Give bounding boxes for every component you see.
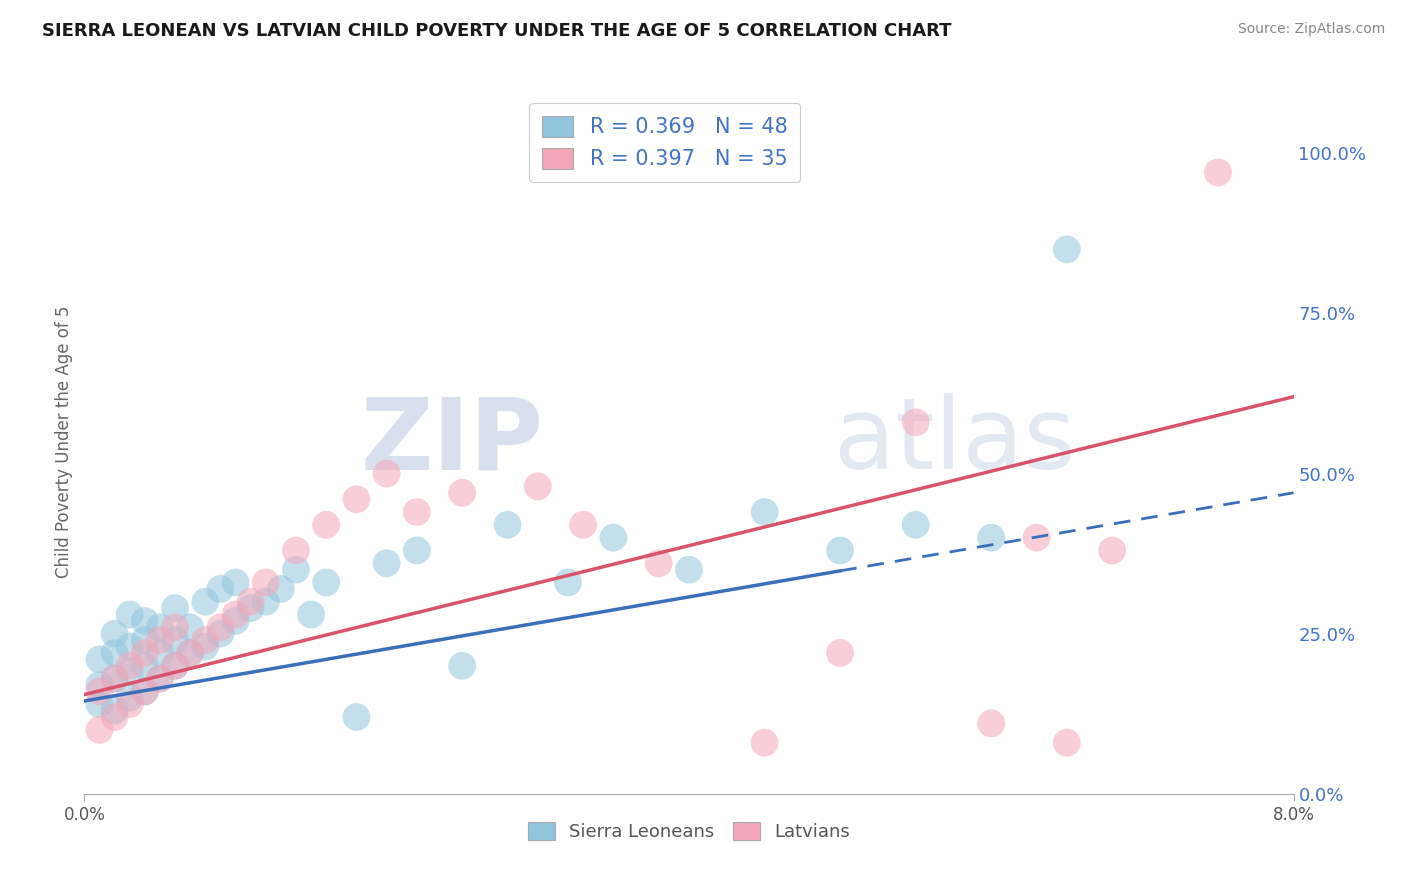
Point (980, 716, 1002, 731)
Point (254, 575, 277, 590)
Legend: Sierra Leoneans, Latvians: Sierra Leoneans, Latvians (520, 814, 858, 848)
Point (118, 690, 141, 705)
Y-axis label: Child Poverty Under the Age of 5: Child Poverty Under the Age of 5 (55, 305, 73, 578)
Point (239, 595, 262, 609)
Point (315, 575, 337, 590)
Point (285, 543, 308, 558)
Point (179, 646, 201, 660)
Point (830, 543, 852, 558)
Point (149, 672, 172, 686)
Point (375, 556, 398, 570)
Point (346, 710, 368, 724)
Text: atlas: atlas (834, 393, 1076, 490)
Point (89, 684, 111, 698)
Point (118, 640, 141, 654)
Point (194, 633, 217, 648)
Point (270, 582, 292, 596)
Point (678, 563, 700, 577)
Point (406, 543, 429, 558)
Point (209, 626, 232, 640)
Point (89, 723, 111, 737)
Point (406, 505, 429, 519)
Point (104, 704, 127, 718)
Point (1101, 543, 1123, 558)
Point (134, 633, 156, 648)
Point (1206, 165, 1229, 179)
Point (315, 517, 337, 532)
Point (1056, 243, 1078, 257)
Point (904, 415, 927, 429)
Point (118, 658, 141, 673)
Point (496, 517, 519, 532)
Point (225, 607, 247, 622)
Point (451, 658, 474, 673)
Point (299, 607, 322, 622)
Point (165, 658, 187, 673)
Point (149, 620, 172, 634)
Point (165, 633, 187, 648)
Point (572, 517, 595, 532)
Point (149, 646, 172, 660)
Point (602, 531, 624, 545)
Point (209, 582, 232, 596)
Point (754, 736, 776, 750)
Point (165, 601, 187, 615)
Point (134, 658, 156, 673)
Point (375, 467, 398, 481)
Point (194, 595, 217, 609)
Point (648, 556, 671, 570)
Point (118, 607, 141, 622)
Point (904, 517, 927, 532)
Point (118, 665, 141, 680)
Point (104, 710, 127, 724)
Point (149, 672, 172, 686)
Point (225, 614, 247, 628)
Point (285, 563, 308, 577)
Point (179, 620, 201, 634)
Point (89, 652, 111, 666)
Point (165, 658, 187, 673)
Point (134, 614, 156, 628)
Point (89, 678, 111, 692)
Point (134, 646, 156, 660)
Point (1025, 531, 1047, 545)
Point (239, 601, 262, 615)
Point (1056, 736, 1078, 750)
Point (527, 479, 550, 493)
Point (165, 620, 187, 634)
Point (134, 684, 156, 698)
Point (104, 646, 127, 660)
Point (754, 505, 776, 519)
Point (194, 640, 217, 654)
Text: ZIP: ZIP (361, 393, 544, 490)
Point (557, 575, 579, 590)
Point (451, 485, 474, 500)
Text: Source: ZipAtlas.com: Source: ZipAtlas.com (1237, 22, 1385, 37)
Point (209, 620, 232, 634)
Point (346, 492, 368, 507)
Text: SIERRA LEONEAN VS LATVIAN CHILD POVERTY UNDER THE AGE OF 5 CORRELATION CHART: SIERRA LEONEAN VS LATVIAN CHILD POVERTY … (42, 22, 952, 40)
Point (89, 697, 111, 711)
Point (179, 646, 201, 660)
Point (104, 672, 127, 686)
Point (118, 697, 141, 711)
Point (225, 575, 247, 590)
Point (104, 626, 127, 640)
Point (134, 684, 156, 698)
Point (980, 531, 1002, 545)
Point (830, 646, 852, 660)
Point (149, 633, 172, 648)
Point (254, 595, 277, 609)
Point (104, 672, 127, 686)
